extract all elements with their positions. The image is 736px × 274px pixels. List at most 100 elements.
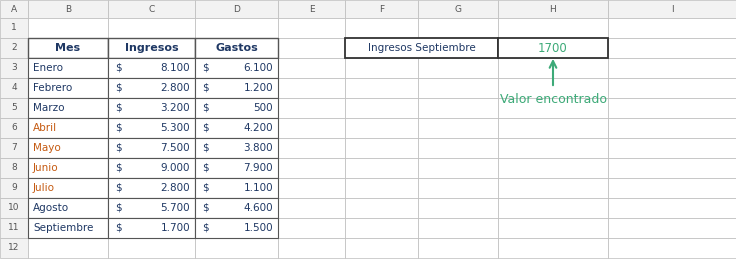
Bar (608, 58, 736, 78)
Text: 1700: 1700 (538, 41, 568, 55)
Bar (278, 138, 345, 158)
Bar (108, 218, 195, 238)
Text: 7: 7 (11, 144, 17, 153)
Text: I: I (670, 4, 673, 13)
Bar (0, 78, 28, 98)
Bar (278, 98, 345, 118)
Bar (28, 18, 108, 38)
Bar (195, 118, 278, 138)
Bar (608, 218, 736, 238)
Bar (0, 38, 28, 58)
Bar (418, 158, 498, 178)
Text: $: $ (202, 83, 208, 93)
Bar (28, 158, 108, 178)
Bar (28, 218, 108, 238)
Bar (28, 98, 108, 118)
Text: 7.500: 7.500 (160, 143, 190, 153)
Bar (345, 38, 498, 58)
Text: Mes: Mes (55, 43, 80, 53)
Bar (345, 38, 418, 58)
Bar (345, 198, 418, 218)
Bar (28, 138, 108, 158)
Bar (195, 98, 278, 118)
Bar (0, 0, 28, 18)
Bar (28, 218, 108, 238)
Bar (0, 138, 28, 158)
Text: 9: 9 (11, 184, 17, 193)
Bar (108, 58, 195, 78)
Bar (418, 238, 498, 258)
Text: $: $ (115, 163, 121, 173)
Bar (608, 238, 736, 258)
Bar (28, 198, 108, 218)
Text: $: $ (115, 63, 121, 73)
Bar (28, 238, 108, 258)
Bar (498, 158, 608, 178)
Bar (345, 18, 418, 38)
Text: 1.200: 1.200 (244, 83, 273, 93)
Text: Febrero: Febrero (33, 83, 72, 93)
Bar (195, 38, 278, 58)
Text: Junio: Junio (33, 163, 59, 173)
Bar (418, 118, 498, 138)
Text: 5.700: 5.700 (160, 203, 190, 213)
Bar (108, 198, 195, 218)
Bar (0, 118, 28, 138)
Bar (278, 118, 345, 138)
Bar (278, 238, 345, 258)
Bar (608, 78, 736, 98)
Text: H: H (550, 4, 556, 13)
Bar (28, 118, 108, 138)
Text: $: $ (115, 183, 121, 193)
Bar (108, 78, 195, 98)
Bar (608, 18, 736, 38)
Text: Marzo: Marzo (33, 103, 65, 113)
Bar (498, 238, 608, 258)
Bar (345, 218, 418, 238)
Text: $: $ (202, 163, 208, 173)
Text: 8: 8 (11, 164, 17, 173)
Text: Septiembre: Septiembre (33, 223, 93, 233)
Bar (498, 78, 608, 98)
Bar (28, 198, 108, 218)
Text: Gastos: Gastos (215, 43, 258, 53)
Bar (498, 58, 608, 78)
Bar (108, 98, 195, 118)
Text: 6.100: 6.100 (244, 63, 273, 73)
Bar (498, 0, 608, 18)
Bar (498, 178, 608, 198)
Bar (278, 198, 345, 218)
Bar (28, 98, 108, 118)
Text: 4: 4 (11, 84, 17, 93)
Text: $: $ (115, 103, 121, 113)
Bar (28, 138, 108, 158)
Bar (608, 158, 736, 178)
Bar (108, 158, 195, 178)
Bar (195, 178, 278, 198)
Text: D: D (233, 4, 240, 13)
Text: Abril: Abril (33, 123, 57, 133)
Bar (0, 198, 28, 218)
Bar (418, 98, 498, 118)
Bar (278, 218, 345, 238)
Text: G: G (455, 4, 461, 13)
Text: $: $ (115, 203, 121, 213)
Text: $: $ (115, 143, 121, 153)
Text: $: $ (202, 183, 208, 193)
Bar (108, 58, 195, 78)
Bar (418, 38, 498, 58)
Bar (418, 58, 498, 78)
Text: 4.200: 4.200 (244, 123, 273, 133)
Text: 7.900: 7.900 (244, 163, 273, 173)
Bar (195, 78, 278, 98)
Text: $: $ (202, 123, 208, 133)
Text: 5.300: 5.300 (160, 123, 190, 133)
Bar (195, 118, 278, 138)
Text: 10: 10 (8, 204, 20, 213)
Bar (195, 158, 278, 178)
Text: Mayo: Mayo (33, 143, 61, 153)
Text: B: B (65, 4, 71, 13)
Bar (195, 218, 278, 238)
Text: $: $ (202, 143, 208, 153)
Bar (195, 138, 278, 158)
